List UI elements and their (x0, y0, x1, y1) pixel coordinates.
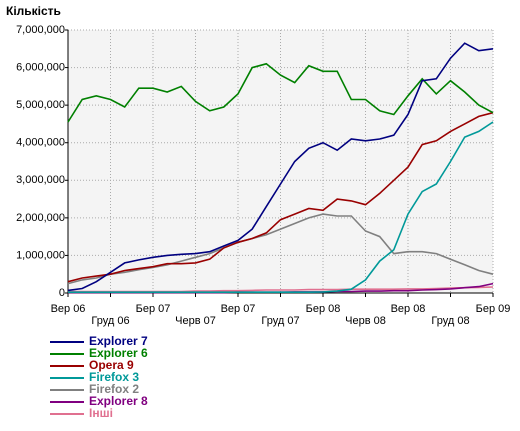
y-tick-label: 4,000,000 (16, 137, 65, 149)
y-tick-label: 5,000,000 (16, 99, 65, 111)
legend-label: Opera 9 (89, 358, 134, 372)
x-tick-label: Бер 08 (306, 303, 341, 315)
x-tick-label: Бер 07 (136, 303, 171, 315)
legend-label: Firefox 2 (89, 382, 139, 396)
x-tick-label: Черв 08 (345, 315, 386, 327)
x-tick-label: Вер 07 (221, 303, 256, 315)
y-tick-label: 2,000,000 (16, 212, 65, 224)
series-line (67, 213, 494, 285)
y-tick-label: 6,000,000 (16, 61, 65, 73)
legend-label: Інші (89, 406, 113, 420)
y-tick-label: 0 (59, 287, 65, 299)
x-tick-label: Черв 07 (175, 315, 216, 327)
y-tick-label: 1,000,000 (16, 249, 65, 261)
legend-label: Explorer 7 (89, 334, 148, 348)
x-tick-label: Бер 09 (476, 303, 511, 315)
x-tick-label: Груд 08 (431, 315, 469, 327)
y-tick-label: 3,000,000 (16, 174, 65, 186)
series-line (67, 111, 494, 283)
legend-label: Explorer 6 (89, 346, 148, 360)
legend-label: Explorer 8 (89, 394, 148, 408)
x-tick-label: Груд 06 (91, 315, 129, 327)
y-tick-label: 7,000,000 (16, 24, 65, 36)
series-line (68, 121, 494, 293)
series-line (67, 62, 494, 123)
legend-label: Firefox 3 (89, 370, 139, 384)
x-tick-label: Вер 06 (51, 303, 86, 315)
x-tick-label: Вер 08 (391, 303, 426, 315)
series-line (67, 42, 494, 292)
chart-title: Кількість (6, 4, 61, 18)
x-tick-label: Груд 07 (261, 315, 299, 327)
